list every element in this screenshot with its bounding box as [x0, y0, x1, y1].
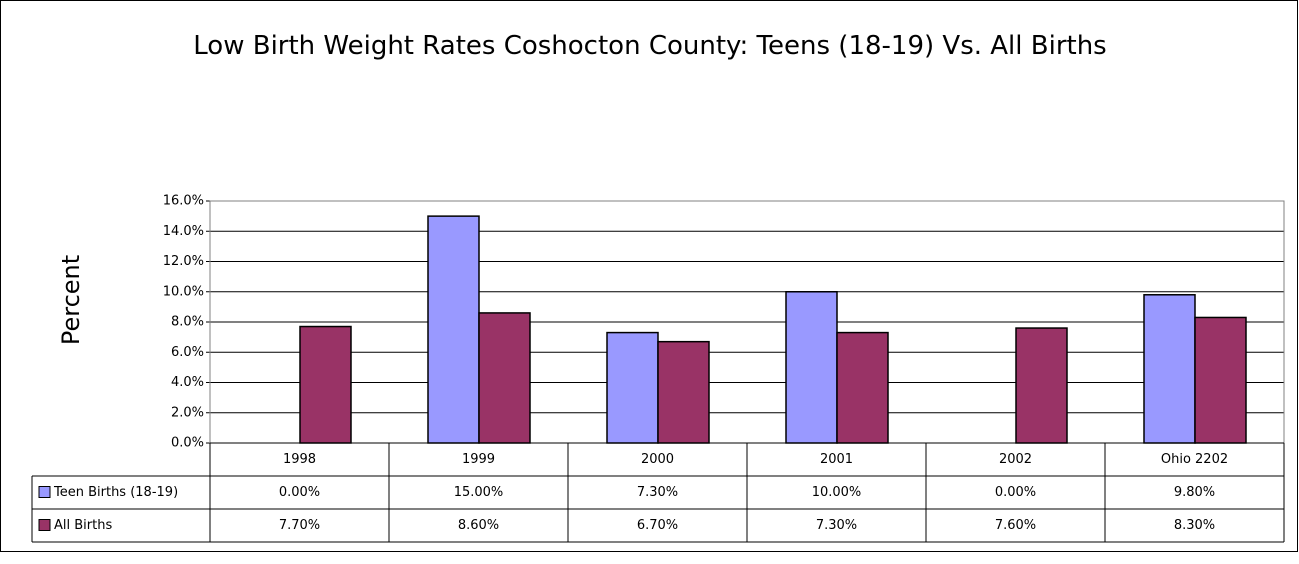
- bar: [657, 340, 710, 444]
- y-tick-label: 4.0%: [171, 375, 204, 390]
- x-tick-label: 2002: [999, 452, 1032, 467]
- legend-key: [38, 486, 51, 498]
- legend-key: [38, 519, 51, 531]
- data-label: 7.30%: [637, 485, 678, 500]
- data-label: 9.80%: [1174, 485, 1215, 500]
- x-tick-label: Ohio 2202: [1161, 452, 1228, 467]
- data-label: 8.60%: [458, 518, 499, 533]
- chart-frame: [0, 0, 1298, 552]
- x-tick-label: 1998: [283, 452, 316, 467]
- data-label: 15.00%: [454, 485, 504, 500]
- x-tick-label: 2000: [641, 452, 674, 467]
- bar: [427, 215, 480, 444]
- data-label: 7.70%: [279, 518, 320, 533]
- bar: [836, 331, 889, 444]
- bar: [1015, 327, 1068, 444]
- chart-title: Low Birth Weight Rates Coshocton County:…: [193, 31, 1107, 61]
- y-tick-label: 10.0%: [163, 284, 204, 299]
- data-label: 6.70%: [637, 518, 678, 533]
- bar: [785, 291, 838, 444]
- data-label: 7.60%: [995, 518, 1036, 533]
- data-label: 0.00%: [279, 485, 320, 500]
- y-axis-label: Percent: [57, 255, 85, 345]
- y-tick-label: 2.0%: [171, 405, 204, 420]
- bar: [606, 331, 659, 444]
- y-tick-label: 0.0%: [171, 436, 204, 451]
- bar: [478, 312, 531, 444]
- data-label: 10.00%: [812, 485, 862, 500]
- y-tick-label: 6.0%: [171, 345, 204, 360]
- data-label: 8.30%: [1174, 518, 1215, 533]
- y-tick-label: 8.0%: [171, 315, 204, 330]
- data-label: 7.30%: [816, 518, 857, 533]
- bar: [1143, 294, 1196, 444]
- y-tick-label: 14.0%: [163, 224, 204, 239]
- bar: [299, 325, 352, 444]
- data-label: 0.00%: [995, 485, 1036, 500]
- x-tick-label: 1999: [462, 452, 495, 467]
- legend-label: Teen Births (18-19): [53, 485, 178, 500]
- legend-label: All Births: [54, 518, 112, 533]
- y-tick-label: 12.0%: [163, 254, 204, 269]
- x-tick-label: 2001: [820, 452, 853, 467]
- bar: [1194, 316, 1247, 444]
- y-tick-label: 16.0%: [163, 194, 204, 209]
